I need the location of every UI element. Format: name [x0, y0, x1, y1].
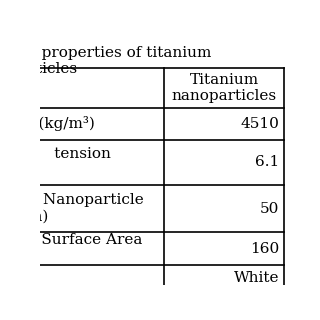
Text: Color: Color — [0, 271, 17, 285]
Text: 50: 50 — [260, 202, 279, 216]
Text: Specific Surface Area
(m²/g): Specific Surface Area (m²/g) — [0, 233, 142, 264]
Text: Physical properties of titanium
nanoparticles: Physical properties of titanium nanopart… — [0, 46, 211, 76]
Text: Average Nanoparticle
Size (nm): Average Nanoparticle Size (nm) — [0, 194, 144, 224]
Text: 6.1: 6.1 — [255, 156, 279, 169]
Text: Surface    tension
(N/m): Surface tension (N/m) — [0, 147, 111, 178]
Text: White: White — [234, 271, 279, 285]
Text: Density (kg/m³): Density (kg/m³) — [0, 116, 95, 132]
Text: 160: 160 — [250, 242, 279, 256]
Text: 4510: 4510 — [241, 117, 279, 131]
Text: Titanium
nanoparticles: Titanium nanoparticles — [172, 73, 276, 103]
